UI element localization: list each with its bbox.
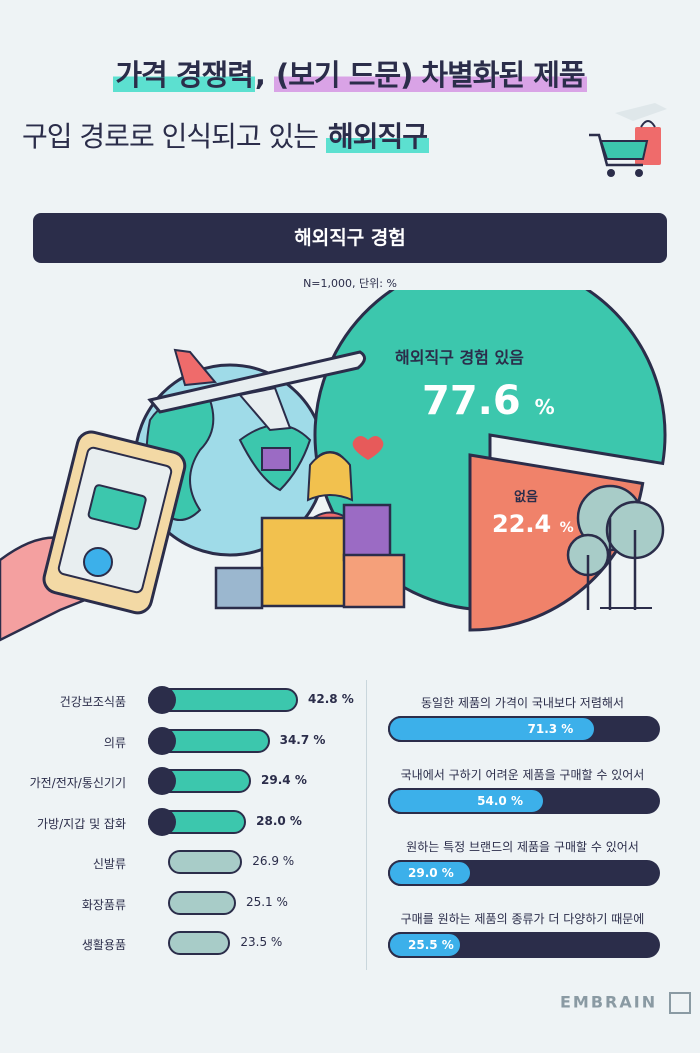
category-label: 건강보조식품 <box>59 695 126 709</box>
reason-track: 29.0 % <box>388 860 660 886</box>
phone-icon <box>0 430 187 642</box>
category-value: 34.7 % <box>279 732 326 747</box>
category-bar <box>168 850 243 874</box>
headline-line-2: 구입 경로로 인식되고 있는 해외직구 <box>22 115 582 155</box>
tree-icon <box>566 484 665 610</box>
pie-label-yes: 해외직구 경험 있음 <box>395 348 524 367</box>
category-value: 25.1 % <box>245 894 288 909</box>
category-value: 28.0 % <box>256 813 302 828</box>
headline-line-1: 가격 경쟁력, (보기 드문) 차별화된 제품 <box>0 52 700 94</box>
category-label: 의류 <box>103 735 126 750</box>
category-icon <box>148 807 176 836</box>
category-label: 가방/지갑 및 잡화 <box>37 816 126 831</box>
pie-value-yes-number: 77.6 <box>422 378 521 424</box>
reason-track: 71.3 % <box>388 716 660 742</box>
reason-bar-chart: 동일한 제품의 가격이 국내보다 저렴해서 71.3 % 국내에서 구하기 어려운 … <box>0 680 700 980</box>
headline-comma: , <box>254 58 274 92</box>
reason-label: 동일한 제품의 가격이 국내보다 저렴해서 <box>421 696 624 710</box>
pie-value-no-number: 22.4 <box>492 510 552 538</box>
pie-label-no: 없음 <box>514 490 538 505</box>
reason-value: 71.3 % <box>527 722 574 736</box>
reason-label: 원하는 특정 브랜드의 제품을 구매할 수 있어서 <box>406 840 639 854</box>
category-bar <box>168 890 236 915</box>
embrain-logo-text: EMBRAIN <box>560 992 658 1012</box>
embrain-logo: EMBRAIN <box>560 992 691 1014</box>
reason-label: 구매를 원하는 제품의 종류가 더 다양하기 때문에 <box>400 912 645 926</box>
reason-value: 25.5 % <box>408 938 454 952</box>
pie-value-yes: 77.6 % <box>422 378 555 424</box>
headline-line-2-text: 구입 경로로 인식되고 있는 <box>22 120 319 153</box>
reason-bar <box>388 860 473 886</box>
category-label: 생활용품 <box>81 938 126 952</box>
category-value: 42.8 % <box>308 692 354 706</box>
column-divider <box>366 680 367 970</box>
category-icon <box>148 726 176 755</box>
airplane-icon <box>147 348 366 432</box>
reason-track: 54.0 % <box>388 788 660 814</box>
reason-label: 국내에서 구하기 어려운 제품을 구매할 수 있어서 <box>400 768 645 782</box>
reason-bar <box>388 716 596 742</box>
category-label: 가전/전자/통신기기 <box>29 776 126 790</box>
sample-note: N=1,000, 단위: % <box>303 277 397 290</box>
heart-icon <box>352 436 384 460</box>
reason-track: 25.5 % <box>388 932 660 958</box>
category-bar <box>168 931 231 955</box>
reason-value: 54.0 % <box>477 794 523 808</box>
category-icon <box>148 686 176 714</box>
category-value: 23.5 % <box>240 935 283 949</box>
category-bar-chart: 건강보조식품 42.8 % 의류 34.7 % 가전/전자/통신기기 29.4 % 가방/지… <box>0 680 365 980</box>
reason-value: 29.0 % <box>408 866 454 880</box>
reason-bar <box>388 788 546 814</box>
headline-direct-purchase: 해외직구 <box>325 120 430 153</box>
category-value: 29.4 % <box>261 773 307 787</box>
illustration <box>0 290 667 642</box>
category-value: 26.9 % <box>252 854 295 868</box>
headline-differentiated: (보기 드문) 차별화된 제품 <box>274 58 587 92</box>
embrain-logo-mark-icon <box>668 992 691 1014</box>
person-with-gifts <box>214 447 406 610</box>
reason-bar <box>388 932 463 958</box>
pie-value-yes-unit: % <box>534 395 555 419</box>
pie-value-no: 22.4 % <box>492 510 574 538</box>
category-icon <box>148 767 176 795</box>
category-label: 신발류 <box>92 857 126 871</box>
section-title-bar: 해외직구 경험 <box>33 213 667 263</box>
shopping-cart-icon <box>589 103 667 177</box>
pie-value-no-unit: % <box>559 520 574 536</box>
category-label: 화장품류 <box>81 897 126 912</box>
headline-price: 가격 경쟁력 <box>113 58 255 92</box>
